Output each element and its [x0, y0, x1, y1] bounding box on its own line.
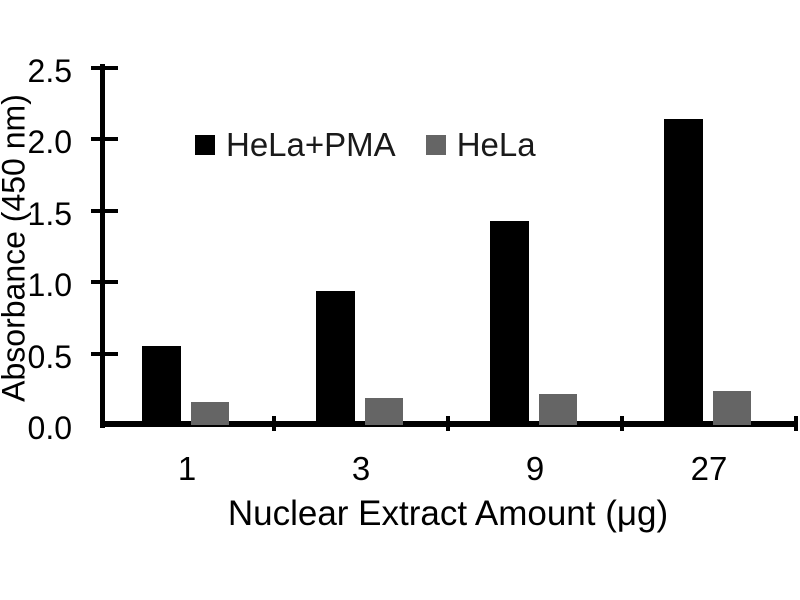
legend-swatch-icon [425, 134, 446, 155]
y-axis-tick [91, 351, 118, 356]
x-axis-tick [446, 416, 450, 431]
legend-item: HeLa+PMA [195, 128, 396, 161]
y-axis-line [100, 64, 105, 428]
y-axis-title: Absorbance (450 nm) [0, 94, 32, 402]
y-tick-label: 0.0 [27, 410, 72, 446]
y-tick-label: 2.5 [27, 52, 72, 89]
bar-hela-pma-3 [316, 291, 355, 425]
bar-hela-9 [539, 394, 577, 425]
legend: HeLa+PMA HeLa [195, 128, 536, 161]
bar-hela-27 [713, 391, 751, 425]
y-axis-tick [91, 280, 118, 284]
x-tick-label: 9 [525, 450, 545, 487]
x-tick-label: 27 [690, 450, 728, 487]
bar-hela-pma-1 [142, 346, 181, 425]
x-axis-tick [620, 416, 624, 431]
y-axis-tick [91, 65, 118, 70]
y-axis-tick [91, 208, 118, 213]
bar-hela-pma-9 [490, 221, 529, 425]
y-tick-label: 1.0 [27, 267, 72, 303]
x-tick-label: 3 [351, 450, 371, 487]
bar-hela-3 [365, 398, 403, 425]
y-tick-label: 0.5 [27, 338, 72, 375]
legend-label: HeLa [456, 126, 536, 163]
y-tick-label: 1.5 [27, 195, 72, 232]
x-tick-label: 1 [177, 450, 197, 487]
bar-hela-1 [191, 402, 229, 425]
x-axis-tick [794, 416, 798, 431]
legend-label: HeLa+PMA [226, 126, 396, 163]
y-axis-tick [91, 137, 118, 141]
y-tick-label: 2.0 [27, 124, 72, 160]
legend-swatch-icon [195, 134, 215, 155]
legend-item: HeLa [425, 126, 536, 163]
bar-hela-pma-27 [664, 119, 703, 425]
x-axis-title: Nuclear Extract Amount (μg) [227, 494, 669, 533]
x-axis-tick [272, 416, 276, 431]
